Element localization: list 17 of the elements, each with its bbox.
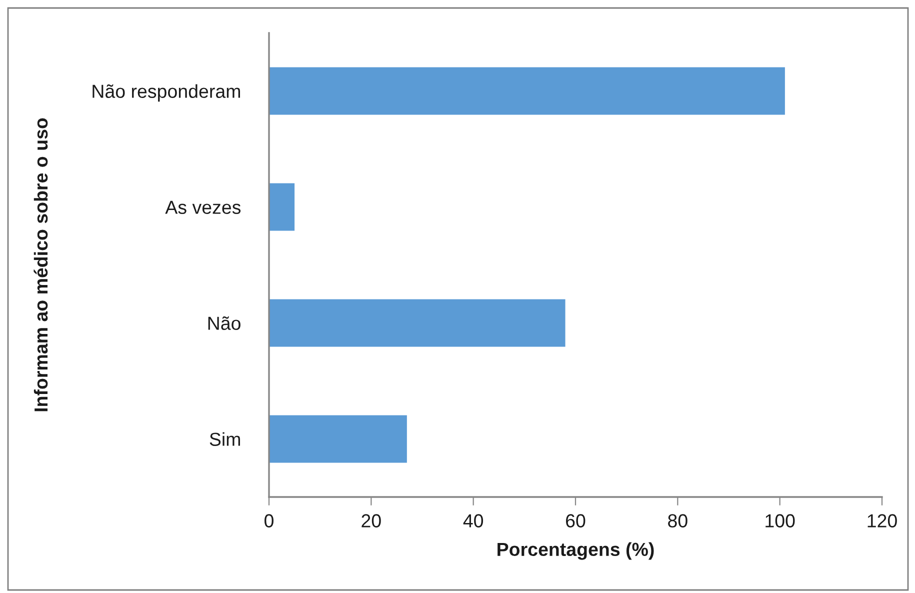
x-tick-label: 0 [264, 514, 274, 528]
y-tick-label: Não responderam [92, 84, 240, 102]
y-axis-title: Informam ao médico sobre o uso [34, 118, 48, 412]
y-tick-label: Sim [210, 432, 240, 446]
bar [269, 67, 785, 115]
x-tick-label: 40 [463, 514, 484, 528]
x-axis-title: Porcentagens (%) [498, 542, 654, 560]
bar [269, 299, 566, 347]
bar [269, 183, 295, 231]
x-tick-label: 20 [362, 514, 381, 528]
y-tick-label: As vezes [165, 200, 241, 214]
y-tick-label: Não [208, 316, 240, 330]
x-tick-label: 80 [668, 514, 688, 528]
bar [269, 415, 407, 463]
x-tick-label: 100 [766, 514, 795, 528]
x-tick-label: 120 [868, 514, 897, 528]
x-tick-label: 60 [566, 514, 586, 528]
